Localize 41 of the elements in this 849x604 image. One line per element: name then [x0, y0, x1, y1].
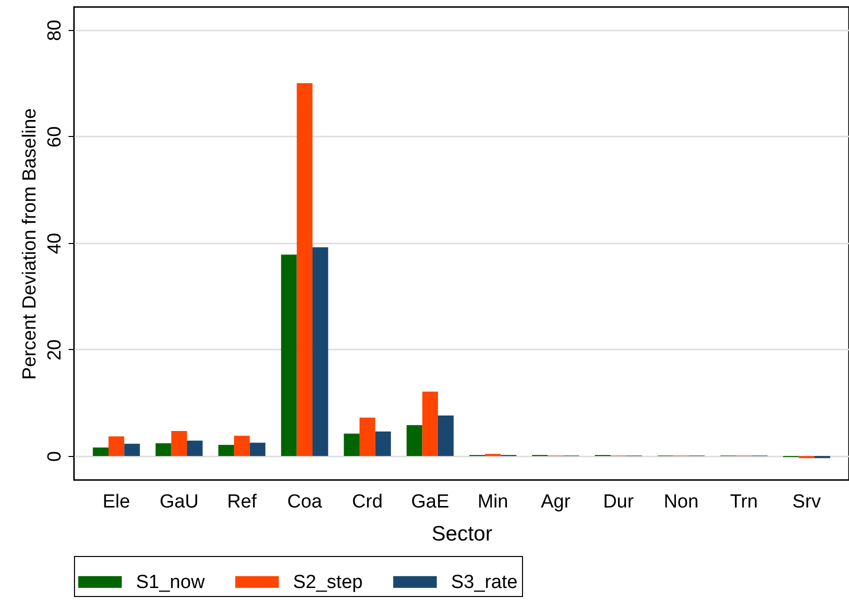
bar — [156, 443, 172, 456]
x-tick-label: Min — [478, 492, 508, 512]
x-tick-label: Non — [664, 492, 699, 512]
x-tick-label: Srv — [792, 492, 822, 512]
bar — [281, 254, 297, 456]
legend-label: S3_rate — [451, 572, 518, 593]
bar — [218, 444, 234, 456]
x-tick-label: GaE — [411, 492, 450, 512]
x-tick-label: Ele — [102, 492, 130, 512]
y-tick-label: 40 — [44, 232, 66, 254]
y-tick-label: 0 — [44, 451, 66, 462]
y-tick-label: 20 — [44, 339, 66, 361]
x-tick-label: Ref — [227, 492, 258, 512]
bar — [92, 448, 109, 456]
y-tick-label: 80 — [44, 20, 66, 41]
bar — [124, 444, 140, 456]
bar — [344, 434, 360, 456]
x-tick-label: Agr — [540, 492, 572, 512]
bar — [485, 454, 501, 456]
x-tick-label: GaU — [160, 492, 199, 512]
bar — [375, 432, 391, 456]
bar — [186, 440, 203, 456]
bar — [108, 436, 124, 456]
bar — [234, 436, 250, 456]
legend-label: S1_now — [136, 572, 205, 593]
bar — [250, 442, 266, 456]
bar — [438, 416, 454, 456]
y-tick-label: 60 — [44, 126, 66, 148]
bar — [406, 425, 422, 456]
x-tick-label: Dur — [603, 492, 634, 512]
x-axis-title: Sector — [432, 522, 492, 546]
bar — [360, 418, 376, 456]
x-tick-label: Trn — [730, 492, 758, 512]
x-tick-label: Coa — [287, 492, 322, 512]
bar — [312, 247, 328, 456]
bar — [171, 430, 187, 456]
x-tick-label: Crd — [352, 492, 383, 512]
bar — [422, 392, 438, 456]
y-axis-title: Percent Deviation from Baseline — [20, 108, 40, 380]
bar — [296, 83, 312, 456]
legend-label: S2_step — [293, 572, 363, 593]
